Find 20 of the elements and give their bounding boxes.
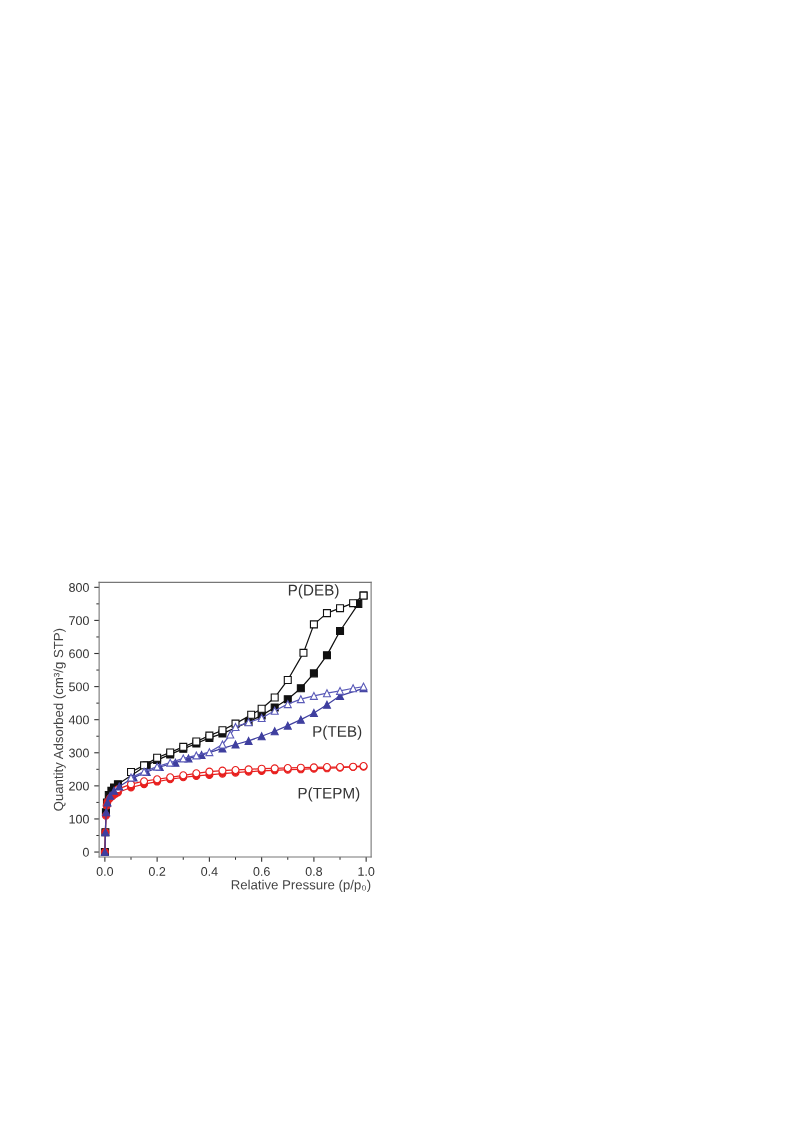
x-axis-title: Relative Pressure (p/p₀) [231,879,371,893]
y-axis-title: Quantity Adsorbed (cm³/g STP) [53,628,66,811]
y-tick-label: 300 [69,748,89,758]
x-tick-label: 0.8 [305,867,323,876]
y-tick-label: 600 [69,649,89,659]
y-tick-label: 400 [68,715,89,725]
y-tick-label: 100 [69,814,89,824]
y-tick-label: 200 [69,781,89,791]
y-tick-label: 500 [69,682,89,692]
x-tick-label: 1.0 [358,867,375,876]
x-tick-label: 0.6 [253,867,270,876]
series-label: P(TEPM) [298,787,360,802]
y-tick-label: 700 [69,616,89,626]
x-tick-label: 0.4 [201,867,218,876]
series-label: P(DEB) [288,584,339,599]
y-tick-label: 800 [69,583,89,592]
y-tick-label: 0 [82,847,89,857]
series-label: P(TEB) [313,725,362,740]
x-tick-label: 0.0 [96,867,114,876]
x-tick-label: 0.2 [148,867,166,876]
